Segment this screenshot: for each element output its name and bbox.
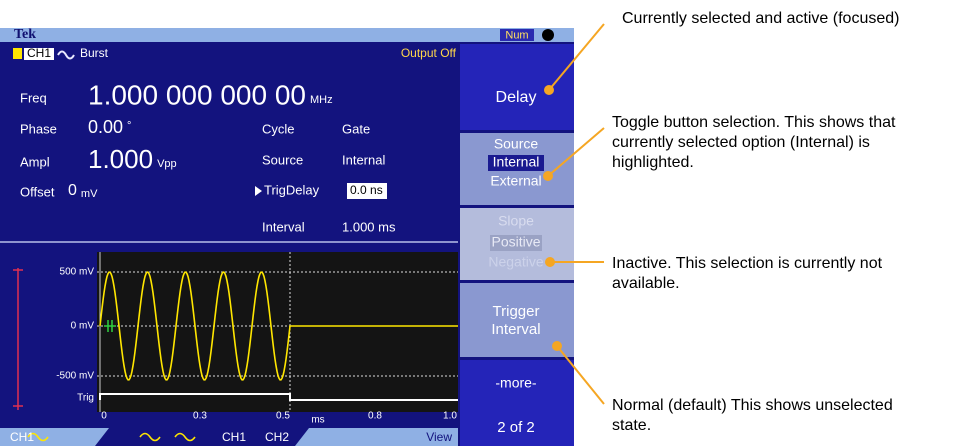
brand: Tek bbox=[14, 27, 36, 42]
param-label: Freq bbox=[20, 90, 47, 105]
value-highlight bbox=[347, 183, 387, 199]
x-label: ms bbox=[311, 415, 324, 426]
param-value: 0.00 bbox=[88, 117, 123, 137]
param-value: 1.000 bbox=[88, 144, 153, 174]
param-value: 1.000 000 000 00 bbox=[88, 79, 306, 110]
channel-box bbox=[24, 48, 54, 60]
param-unit: MHz bbox=[310, 94, 333, 106]
button-label: Slope bbox=[498, 213, 534, 229]
option-highlight bbox=[488, 155, 544, 171]
x-label: 0.3 bbox=[193, 411, 207, 422]
y-label: 0 mV bbox=[71, 321, 95, 332]
num-indicator: Num bbox=[505, 29, 528, 41]
x-label: 0 bbox=[101, 411, 107, 422]
param-value: Internal bbox=[342, 152, 385, 167]
num-badge bbox=[500, 29, 534, 41]
tab-active bbox=[95, 428, 309, 446]
button-delay[interactable] bbox=[460, 44, 574, 130]
range-marker bbox=[13, 268, 23, 410]
tab-icons bbox=[27, 432, 196, 442]
callout-line bbox=[548, 23, 605, 91]
param-label: Interval bbox=[262, 219, 305, 234]
param-label: Phase bbox=[20, 121, 57, 136]
param-value: 0.0 ns bbox=[350, 183, 383, 197]
trigger-marker bbox=[104, 320, 116, 332]
annotation-line: Inactive. This selection is currently no… bbox=[612, 255, 883, 272]
callout-dot bbox=[545, 257, 555, 267]
callout-dot bbox=[543, 171, 553, 181]
annotation-line: Toggle button selection. This shows that bbox=[612, 114, 896, 131]
annotation-line: state. bbox=[612, 417, 651, 434]
callout-line bbox=[556, 345, 605, 405]
wave-icon bbox=[57, 50, 75, 60]
output-state: Output Off bbox=[401, 46, 457, 60]
x-label: 0.8 bbox=[368, 411, 382, 422]
annotation-line: highlighted. bbox=[612, 154, 694, 171]
button-label: Delay bbox=[496, 89, 537, 106]
callout-line bbox=[547, 127, 605, 177]
y-label: 500 mV bbox=[60, 267, 95, 278]
button-label: Trigger bbox=[493, 303, 540, 320]
button-more[interactable] bbox=[460, 360, 574, 446]
param-unit: ° bbox=[127, 120, 131, 132]
param-label: Source bbox=[262, 152, 303, 167]
status-icon bbox=[542, 29, 554, 41]
channel-color bbox=[13, 48, 22, 59]
x-label: 1.0 bbox=[443, 411, 457, 422]
plot-area bbox=[97, 252, 458, 412]
tab[interactable]: CH2 bbox=[265, 430, 289, 444]
button-label: -more- bbox=[495, 375, 537, 391]
callout-dot bbox=[544, 85, 554, 95]
waveform bbox=[99, 271, 458, 381]
button-label: Interval bbox=[491, 321, 540, 338]
tab[interactable]: View bbox=[426, 430, 452, 444]
param-label: Cycle bbox=[262, 121, 295, 136]
top-bar bbox=[0, 28, 574, 42]
params-right: Cycle Gate Source Internal TrigDelay 0.0 ns In… bbox=[262, 121, 396, 234]
option: Positive bbox=[491, 234, 540, 250]
option: External bbox=[490, 173, 541, 189]
x-labels: 0 0.3 0.5 ms 0.8 1.0 bbox=[101, 411, 457, 426]
arrow bbox=[255, 186, 262, 196]
param-label: Offset bbox=[20, 184, 55, 199]
option: Negative bbox=[488, 254, 543, 270]
param-value: 1.000 ms bbox=[342, 219, 396, 234]
y-label: -500 mV bbox=[56, 371, 94, 382]
option: Internal bbox=[493, 154, 540, 170]
annotation-line: Currently selected and active (focused) bbox=[622, 10, 899, 27]
option-highlight bbox=[490, 235, 542, 251]
param-unit: mV bbox=[81, 188, 98, 200]
button-label: 2 of 2 bbox=[497, 419, 535, 436]
channel: CH1 bbox=[27, 46, 51, 60]
param-label: TrigDelay bbox=[264, 182, 320, 197]
x-label: 0.5 bbox=[276, 411, 290, 422]
params-left: Freq 1.000 000 000 00 MHz Phase 0.00 ° Ampl 1.0… bbox=[20, 79, 333, 200]
callouts bbox=[543, 23, 605, 405]
y-labels: 500 mV 0 mV -500 mV Trig bbox=[56, 267, 94, 404]
annotation-line: available. bbox=[612, 275, 680, 292]
annotation-line: Normal (default) This shows unselected bbox=[612, 397, 893, 414]
param-unit: Vpp bbox=[157, 158, 177, 170]
param-value: Gate bbox=[342, 121, 370, 136]
annotations: Currently selected and active (focused) T… bbox=[612, 10, 899, 434]
trigger-trace bbox=[99, 393, 458, 401]
mode: Burst bbox=[80, 46, 109, 60]
annotation-line: currently selected option (Internal) is bbox=[612, 134, 870, 151]
button-label: Source bbox=[494, 136, 539, 152]
param-label: Ampl bbox=[20, 154, 50, 169]
tab[interactable]: CH1 bbox=[10, 430, 34, 444]
callout-dot bbox=[552, 341, 562, 351]
y-label: Trig bbox=[77, 393, 94, 404]
param-value: 0 bbox=[68, 182, 77, 199]
tab[interactable]: CH1 bbox=[222, 430, 246, 444]
